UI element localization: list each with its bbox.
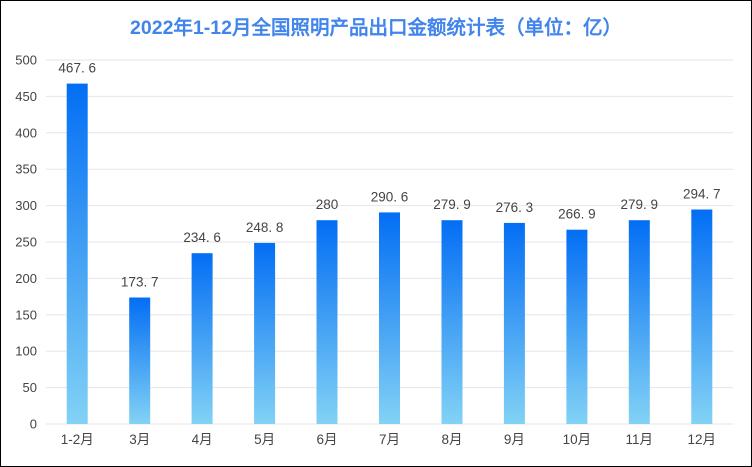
- svg-text:100: 100: [15, 344, 37, 359]
- svg-text:279. 9: 279. 9: [433, 197, 471, 212]
- svg-text:0: 0: [30, 417, 37, 432]
- svg-text:11月: 11月: [626, 432, 654, 447]
- svg-text:50: 50: [23, 380, 37, 395]
- svg-text:294. 7: 294. 7: [683, 187, 721, 202]
- svg-text:173. 7: 173. 7: [121, 275, 159, 290]
- svg-text:234. 6: 234. 6: [183, 230, 221, 245]
- svg-text:300: 300: [15, 198, 37, 213]
- svg-text:1-2月: 1-2月: [61, 432, 94, 447]
- svg-text:9月: 9月: [504, 432, 525, 447]
- svg-text:5月: 5月: [254, 432, 275, 447]
- svg-text:400: 400: [15, 125, 37, 140]
- svg-text:500: 500: [15, 53, 37, 68]
- svg-text:450: 450: [15, 89, 37, 104]
- svg-text:290. 6: 290. 6: [371, 189, 409, 204]
- svg-text:276. 3: 276. 3: [496, 200, 534, 215]
- svg-text:3月: 3月: [129, 432, 150, 447]
- svg-text:266. 9: 266. 9: [558, 207, 596, 222]
- svg-text:4月: 4月: [192, 432, 213, 447]
- svg-text:467. 6: 467. 6: [58, 61, 96, 76]
- svg-text:248. 8: 248. 8: [246, 220, 284, 235]
- svg-text:280: 280: [316, 197, 339, 212]
- svg-text:8月: 8月: [441, 432, 462, 447]
- svg-text:12月: 12月: [688, 432, 717, 447]
- svg-text:6月: 6月: [316, 432, 337, 447]
- svg-text:10月: 10月: [563, 432, 592, 447]
- svg-text:150: 150: [15, 307, 37, 322]
- svg-text:200: 200: [15, 271, 37, 286]
- svg-text:279. 9: 279. 9: [621, 197, 659, 212]
- svg-text:250: 250: [15, 235, 37, 250]
- svg-text:7月: 7月: [379, 432, 400, 447]
- svg-text:350: 350: [15, 162, 37, 177]
